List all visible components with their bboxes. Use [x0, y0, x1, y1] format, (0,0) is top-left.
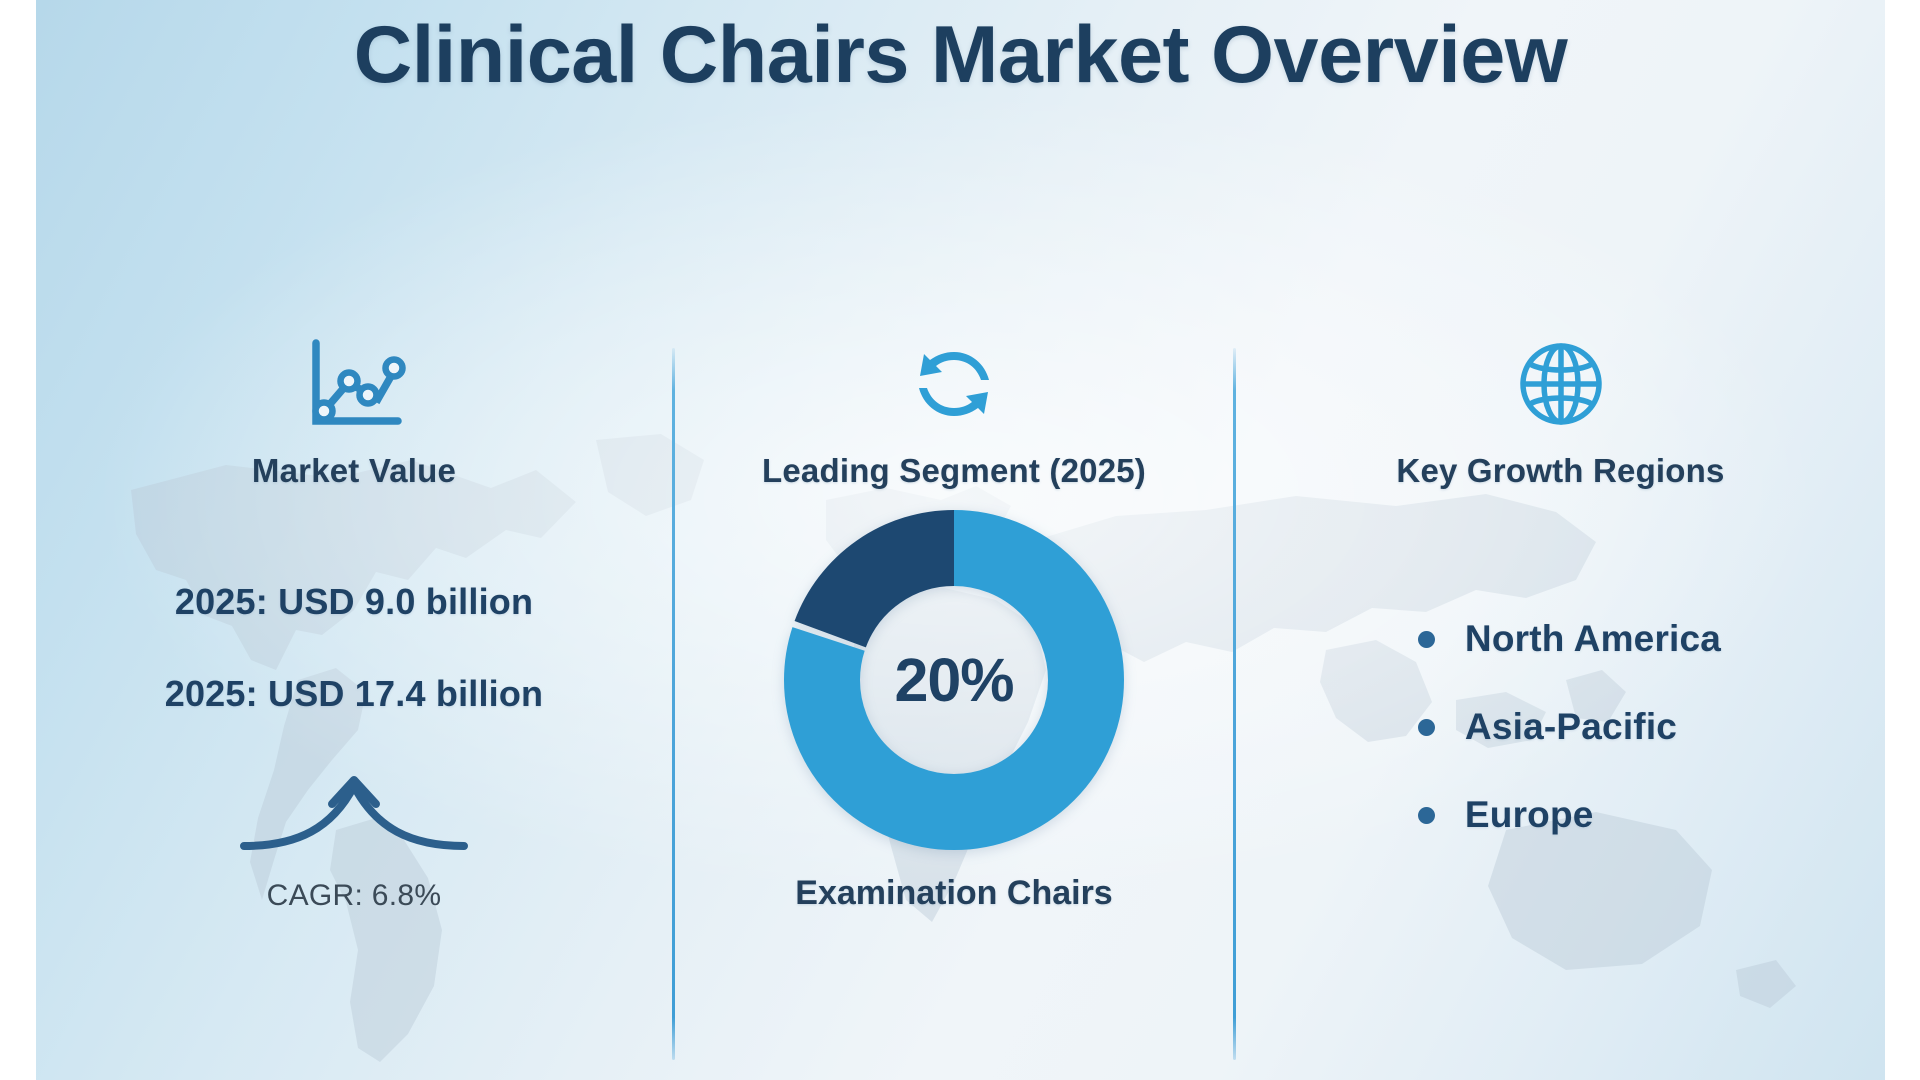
refresh-cycle-icon [675, 330, 1233, 438]
column-heading-leading-segment: Leading Segment (2025) [762, 452, 1146, 489]
column-heading-key-growth-regions: Key Growth Regions [1396, 452, 1725, 489]
bullet-icon [1417, 806, 1435, 824]
market-value-figure-forecast: 2025: USD 17.4 billion [164, 673, 544, 714]
region-label: Europe [1464, 794, 1594, 835]
column-key-growth-regions: Key Growth Regions North America Asia-Pa… [1236, 330, 1885, 836]
line-chart-icon [36, 330, 672, 438]
column-divider-left [672, 348, 675, 1060]
cagr-block: CAGR: 6.8% [36, 770, 672, 913]
donut-center-value: 20% [894, 646, 1014, 714]
donut-segment-examination-chairs [784, 510, 1124, 850]
cagr-value: CAGR: 6.8% [266, 879, 442, 912]
market-value-figure-2025: 2025: USD 9.0 billion [174, 581, 534, 622]
bullet-icon [1417, 630, 1435, 648]
region-label: North America [1464, 618, 1722, 659]
list-item: Asia-Pacific [1417, 706, 1721, 748]
column-heading-market-value: Market Value [251, 452, 457, 489]
key-growth-regions-list: North America Asia-Pacific Europe [1400, 618, 1721, 836]
region-label: Asia-Pacific [1464, 706, 1678, 747]
upward-curve-arrow-icon [240, 776, 468, 850]
market-value-figures: 2025: USD 9.0 billion 2025: USD 17.4 bil… [36, 584, 672, 712]
column-leading-segment: Leading Segment (2025) 20% Examination C… [675, 330, 1233, 913]
infographic-canvas: Clinical Chairs Market Overview Market V… [36, 0, 1885, 1080]
column-divider-right [1233, 348, 1236, 1060]
list-item: Europe [1417, 794, 1721, 836]
column-market-value: Market Value 2025: USD 9.0 billion 2025:… [36, 330, 672, 913]
globe-icon [1236, 330, 1885, 438]
leading-segment-label: Examination Chairs [795, 874, 1113, 912]
list-item: North America [1417, 618, 1722, 660]
bullet-icon [1417, 718, 1435, 736]
page-title: Clinical Chairs Market Overview [353, 10, 1568, 100]
segment-donut-chart: 20% [675, 510, 1233, 850]
